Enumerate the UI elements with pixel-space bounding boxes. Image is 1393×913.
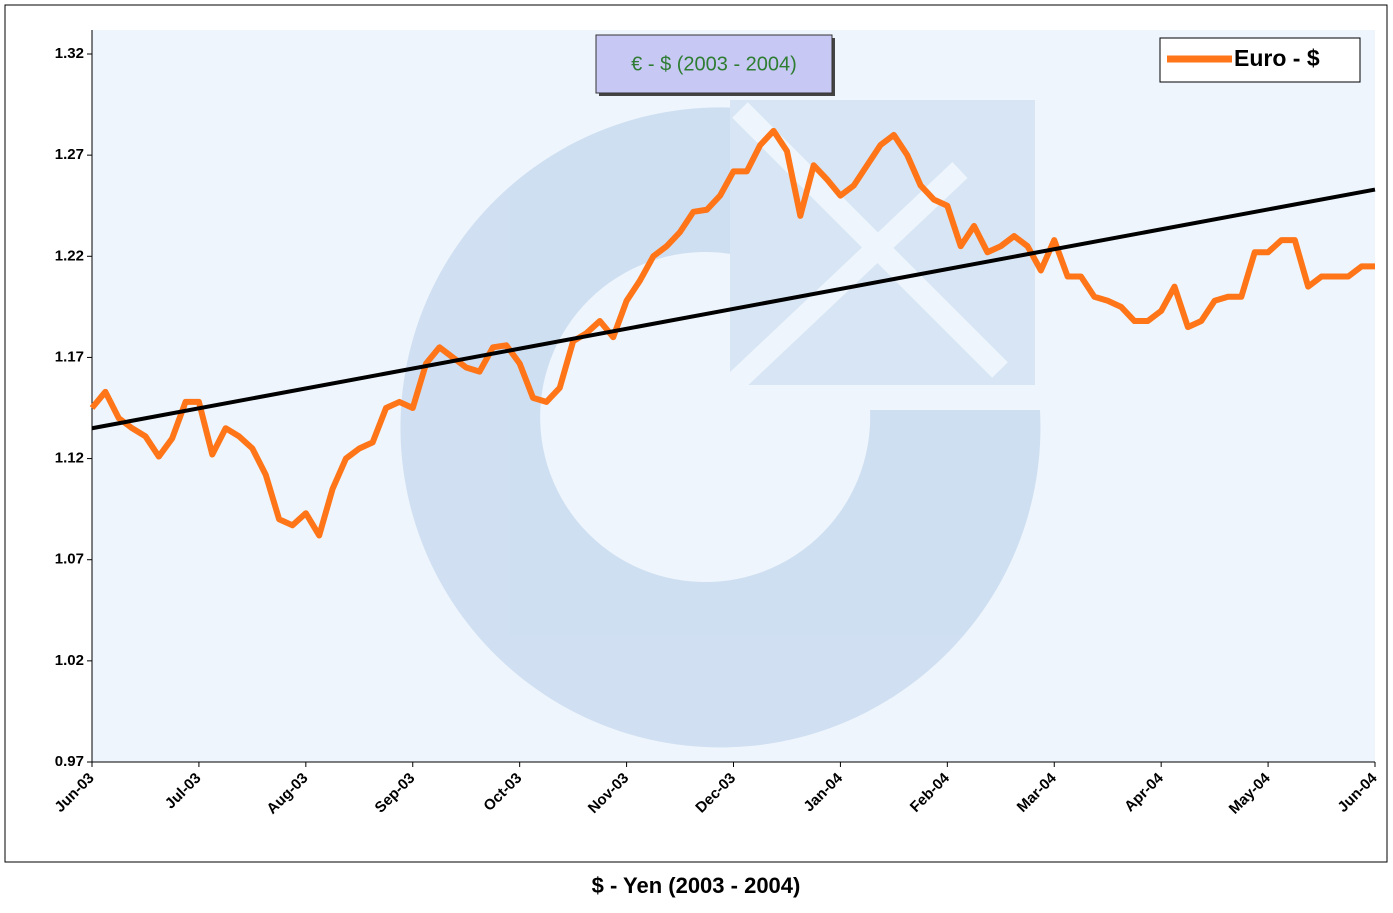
chart: 0.971.021.071.121.171.221.271.32Jun-03Ju… — [0, 0, 1393, 908]
y-tick-label: 1.07 — [55, 551, 84, 568]
y-tick-label: 1.32 — [55, 45, 84, 62]
y-tick-label: 1.17 — [55, 348, 84, 365]
y-tick-label: 0.97 — [55, 753, 84, 770]
y-tick-label: 1.12 — [55, 450, 84, 467]
legend-label: Euro - $ — [1234, 45, 1320, 71]
chart-title: € - $ (2003 - 2004) — [631, 53, 797, 75]
y-tick-label: 1.22 — [55, 247, 84, 264]
caption: $ - Yen (2003 - 2004) — [592, 873, 801, 898]
y-tick-label: 1.02 — [55, 652, 84, 669]
y-tick-label: 1.27 — [55, 146, 84, 163]
